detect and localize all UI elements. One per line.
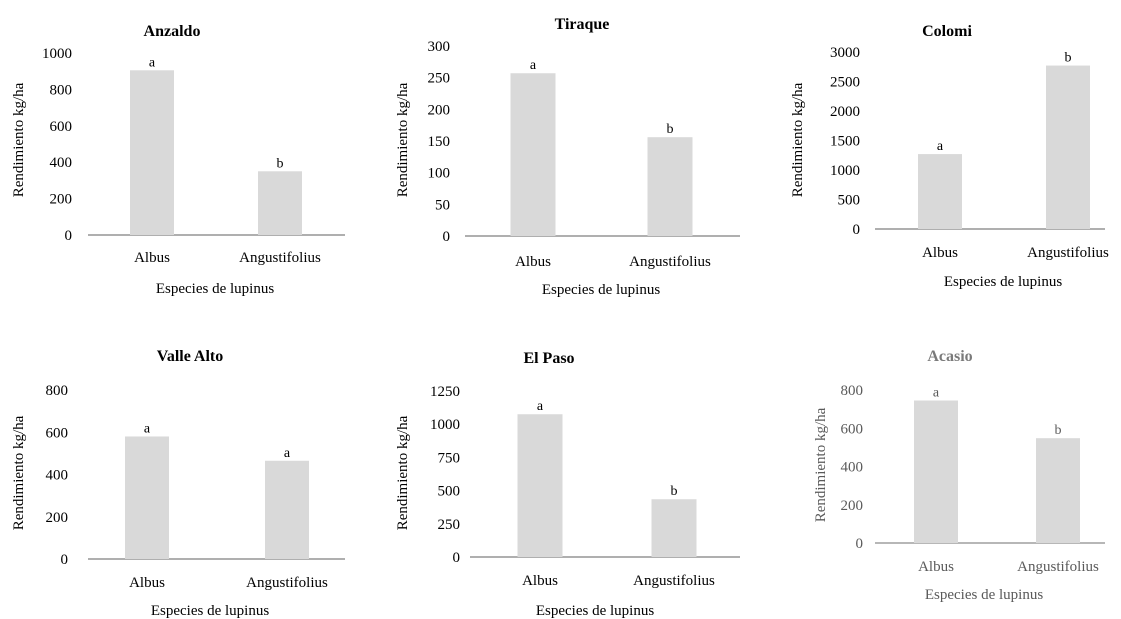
y-tick-label: 1000	[430, 417, 460, 433]
significance-letter: a	[284, 446, 291, 461]
bar-angustifolius	[258, 171, 302, 235]
x-tick-label: Albus	[918, 559, 954, 575]
significance-letter: a	[530, 58, 537, 73]
x-axis-label: Especies de lupinus	[925, 587, 1043, 603]
bar-albus	[510, 73, 556, 236]
bar-angustifolius	[1046, 65, 1090, 229]
y-tick-label: 400	[50, 155, 73, 171]
x-axis-label: Especies de lupinus	[542, 282, 660, 298]
y-tick-label: 50	[435, 197, 450, 213]
y-tick-label: 200	[841, 498, 864, 514]
y-tick-label: 750	[438, 450, 461, 466]
chart-el-paso: El Paso Rendimiento kg/ha Especies de lu…	[395, 350, 740, 619]
y-axis-label: Rendimiento kg/ha	[11, 82, 27, 197]
y-tick-label: 1000	[42, 46, 72, 62]
significance-letter: a	[144, 421, 151, 436]
y-axis-label: Rendimiento kg/ha	[790, 82, 806, 197]
y-tick-label: 1250	[430, 384, 460, 400]
y-tick-label: 2000	[830, 104, 860, 120]
x-tick-label: Albus	[522, 573, 558, 589]
y-tick-label: 800	[841, 383, 864, 399]
x-tick-label: Angustifolius	[1017, 559, 1099, 575]
y-axis-label: Rendimiento kg/ha	[813, 407, 829, 522]
y-tick-label: 800	[46, 383, 69, 399]
y-tick-label: 400	[841, 460, 864, 476]
y-tick-label: 1500	[830, 134, 860, 150]
x-tick-label: Angustifolius	[1027, 245, 1109, 261]
significance-letter: b	[1065, 51, 1072, 66]
chart-title: Anzaldo	[144, 23, 201, 40]
y-tick-label: 600	[841, 421, 864, 437]
x-tick-label: Angustifolius	[246, 575, 328, 591]
y-axis-label: Rendimiento kg/ha	[11, 415, 27, 530]
significance-letter: b	[671, 484, 678, 499]
significance-letter: a	[937, 139, 944, 154]
x-tick-label: Albus	[922, 245, 958, 261]
x-tick-label: Angustifolius	[629, 254, 711, 270]
chart-anzaldo: Anzaldo Rendimiento kg/ha Especies de lu…	[11, 23, 345, 297]
chart-acasio: Acasio Rendimiento kg/ha Especies de lup…	[813, 348, 1105, 603]
chart-title: El Paso	[523, 350, 574, 367]
y-tick-label: 800	[50, 82, 73, 98]
x-axis-label: Especies de lupinus	[151, 603, 269, 619]
significance-letter: b	[277, 156, 284, 171]
y-tick-label: 600	[50, 119, 73, 135]
chart-valle-alto: Valle Alto Rendimiento kg/ha Especies de…	[11, 348, 345, 619]
y-tick-label: 400	[46, 468, 69, 484]
bar-angustifolius	[265, 460, 309, 559]
bar-angustifolius	[651, 499, 697, 557]
bar-albus	[914, 400, 958, 543]
significance-letter: a	[537, 399, 544, 414]
chart-title: Acasio	[927, 348, 972, 365]
x-axis-label: Especies de lupinus	[944, 274, 1062, 290]
chart-tiraque: Tiraque Rendimiento kg/ha Especies de lu…	[395, 16, 740, 298]
significance-letter: b	[1055, 423, 1062, 438]
y-tick-label: 2500	[830, 75, 860, 91]
x-tick-label: Albus	[134, 250, 170, 266]
x-tick-label: Albus	[515, 254, 551, 270]
y-tick-label: 1000	[830, 163, 860, 179]
bar-angustifolius	[1036, 438, 1080, 543]
y-tick-label: 3000	[830, 45, 860, 61]
significance-letter: a	[149, 55, 156, 70]
y-tick-label: 200	[50, 192, 73, 208]
y-tick-label: 0	[61, 552, 69, 568]
y-tick-label: 600	[46, 425, 69, 441]
y-tick-label: 500	[438, 484, 461, 500]
y-tick-label: 0	[853, 222, 861, 238]
y-tick-label: 200	[46, 510, 69, 526]
bar-albus	[918, 154, 962, 229]
significance-letter: a	[933, 386, 940, 401]
x-tick-label: Angustifolius	[633, 573, 715, 589]
y-tick-label: 300	[428, 39, 451, 55]
chart-title: Valle Alto	[157, 348, 224, 365]
y-tick-label: 200	[428, 102, 451, 118]
y-axis-label: Rendimiento kg/ha	[395, 415, 411, 530]
x-tick-label: Angustifolius	[239, 250, 321, 266]
chart-title: Colomi	[922, 23, 972, 40]
y-tick-label: 500	[838, 193, 861, 209]
y-axis-label: Rendimiento kg/ha	[395, 82, 411, 197]
y-tick-label: 0	[443, 229, 451, 245]
x-axis-label: Especies de lupinus	[156, 281, 274, 297]
y-tick-label: 250	[428, 71, 451, 87]
bar-albus	[125, 436, 169, 559]
x-axis-label: Especies de lupinus	[536, 603, 654, 619]
y-tick-label: 0	[453, 550, 461, 566]
chart-title: Tiraque	[555, 16, 610, 33]
y-tick-label: 0	[856, 536, 864, 552]
y-tick-label: 250	[438, 517, 461, 533]
chart-colomi: Colomi Rendimiento kg/ha Especies de lup…	[790, 23, 1109, 290]
significance-letter: b	[667, 122, 674, 137]
bar-albus	[130, 70, 174, 235]
y-tick-label: 0	[65, 228, 73, 244]
x-tick-label: Albus	[129, 575, 165, 591]
y-tick-label: 100	[428, 166, 451, 182]
y-tick-label: 150	[428, 134, 451, 150]
bar-albus	[517, 414, 563, 557]
bar-angustifolius	[647, 137, 693, 236]
